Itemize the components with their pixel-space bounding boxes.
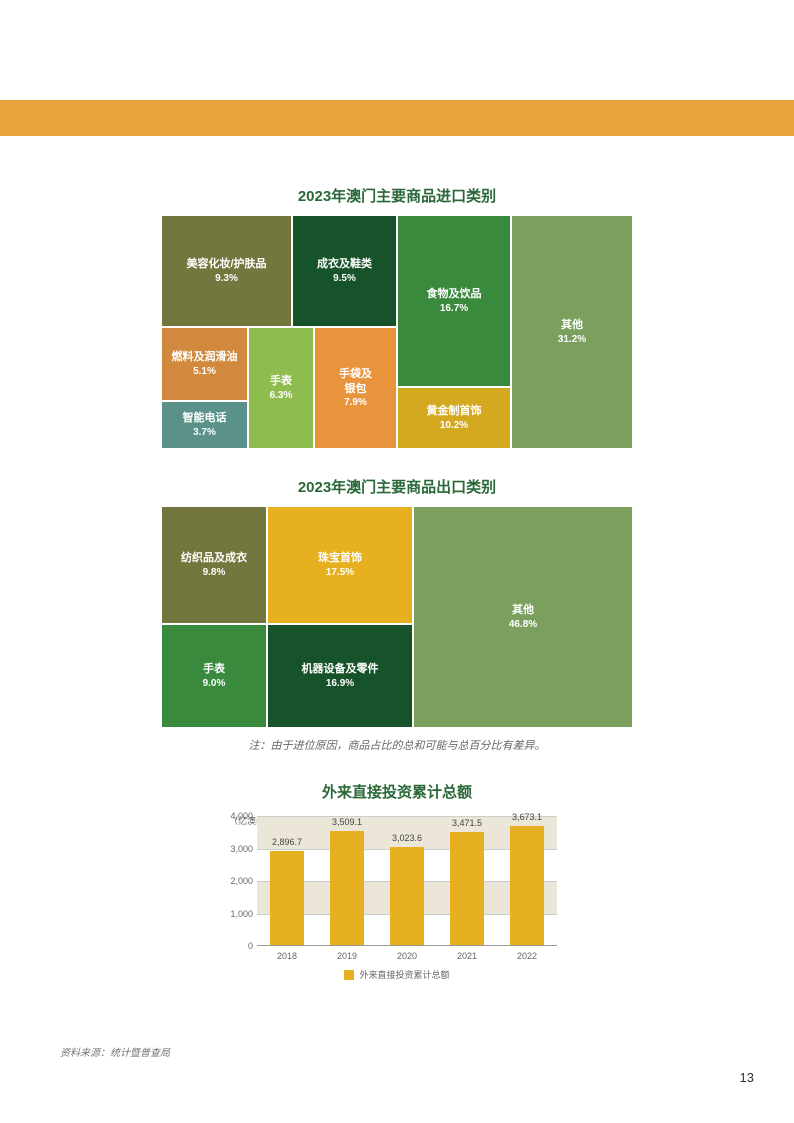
cell-label: 燃料及润滑油 [172,350,238,364]
cell-label: 智能电话 [183,411,227,425]
bar-x-label: 2018 [277,951,297,961]
cell-percent: 31.2% [558,333,586,346]
cell-percent: 17.5% [326,566,354,579]
cell-label: 纺织品及成衣 [181,551,247,565]
fdi-bar: 3,673.12022 [510,826,544,945]
cell-label: 其他 [561,318,583,332]
bar-value-label: 3,471.5 [452,818,482,828]
treemap-cell: 机器设备及零件16.9% [268,625,412,727]
cell-percent: 3.7% [193,426,216,439]
cell-label: 美容化妆/护肤品 [186,257,266,271]
cell-label: 食物及饮品 [427,287,482,301]
data-source: 资料来源：统计暨普查局 [60,1044,170,1059]
bar-value-label: 2,896.7 [272,837,302,847]
treemap-cell: 其他46.8% [414,507,632,727]
bar-x-label: 2021 [457,951,477,961]
cell-label: 黄金制首饰 [427,404,482,418]
bar-value-label: 3,673.1 [512,812,542,822]
treemap-cell: 食物及饮品16.7% [398,216,510,386]
fdi-bar-chart: 01,0002,0003,0004,0002,896.720183,509.12… [257,816,557,946]
imports-treemap: 美容化妆/护肤品9.3%成衣及鞋类9.5%食物及饮品16.7%其他31.2%燃料… [162,216,632,448]
cell-percent: 9.0% [203,677,226,690]
treemap-cell: 美容化妆/护肤品9.3% [162,216,291,326]
bar-x-label: 2019 [337,951,357,961]
cell-percent: 9.3% [215,272,238,285]
header-orange-bar [0,100,794,136]
treemap-cell: 手表9.0% [162,625,266,727]
exports-note: 注：由于进位原因，商品占比的总和可能与总百分比有差异。 [0,737,794,753]
bar-x-label: 2020 [397,951,417,961]
page-number: 13 [740,1070,754,1085]
cell-label: 手表 [270,374,292,388]
cell-percent: 9.8% [203,566,226,579]
legend-swatch [344,970,354,980]
cell-label: 机器设备及零件 [302,662,379,676]
exports-title: 2023年澳门主要商品出口类别 [0,476,794,497]
treemap-cell: 其他31.2% [512,216,632,448]
treemap-cell: 手袋及银包7.9% [315,328,396,448]
cell-label: 珠宝首饰 [318,551,362,565]
fdi-bar: 3,023.62020 [390,847,424,945]
treemap-cell: 智能电话3.7% [162,402,247,448]
cell-percent: 46.8% [509,618,537,631]
treemap-cell: 黄金制首饰10.2% [398,388,510,448]
treemap-cell: 手表6.3% [249,328,313,448]
cell-percent: 7.9% [344,396,367,409]
cell-percent: 9.5% [333,272,356,285]
cell-label: 其他 [512,603,534,617]
bar-value-label: 3,509.1 [332,817,362,827]
fdi-title: 外来直接投资累计总额 [0,781,794,802]
fdi-bar: 3,471.52021 [450,832,484,945]
cell-percent: 16.9% [326,677,354,690]
treemap-cell: 纺织品及成衣9.8% [162,507,266,623]
bar-value-label: 3,023.6 [392,833,422,843]
treemap-cell: 成衣及鞋类9.5% [293,216,396,326]
cell-percent: 6.3% [270,389,293,402]
imports-title: 2023年澳门主要商品进口类别 [0,185,794,206]
cell-percent: 10.2% [440,419,468,432]
exports-treemap: 纺织品及成衣9.8%珠宝首饰17.5%其他46.8%手表9.0%机器设备及零件1… [162,507,632,727]
cell-percent: 5.1% [193,365,216,378]
fdi-legend: 外来直接投资累计总额 [237,968,557,981]
cell-percent: 16.7% [440,302,468,315]
treemap-cell: 珠宝首饰17.5% [268,507,412,623]
treemap-cell: 燃料及润滑油5.1% [162,328,247,400]
cell-label: 成衣及鞋类 [317,257,372,271]
cell-label: 手袋及银包 [339,367,372,396]
cell-label: 手表 [203,662,225,676]
fdi-bar: 2,896.72018 [270,851,304,945]
fdi-bar: 3,509.12019 [330,831,364,945]
fdi-legend-label: 外来直接投资累计总额 [359,968,449,981]
bar-x-label: 2022 [517,951,537,961]
